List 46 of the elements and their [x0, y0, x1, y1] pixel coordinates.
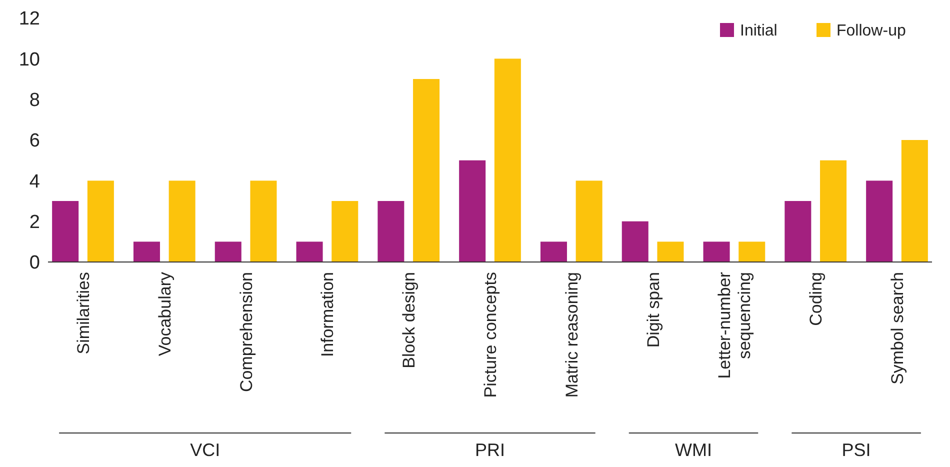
- bar: [168, 180, 196, 262]
- x-tick-label: Symbol search: [888, 272, 907, 384]
- bar: [866, 180, 893, 262]
- text: PRI: [474, 440, 506, 460]
- bar: [657, 242, 684, 262]
- y-tick-label: 4: [29, 171, 40, 192]
- x-tick-label: Matric reasoning: [562, 272, 582, 398]
- y-tick-label: 2: [29, 212, 40, 233]
- x-tick-label: Vocabulary: [155, 272, 174, 356]
- text: PSI: [842, 440, 871, 460]
- x-tick-label: Picture concepts: [480, 272, 500, 398]
- text: VCI: [190, 440, 220, 460]
- x-tick-label: Similarities: [74, 272, 93, 354]
- text: WMI: [675, 440, 712, 460]
- bar: [494, 58, 521, 262]
- bar: [703, 242, 730, 262]
- bar: [52, 201, 79, 262]
- y-tick-label: 10: [18, 49, 40, 70]
- bar: [540, 242, 567, 262]
- bar: [576, 180, 602, 262]
- bar: [250, 180, 277, 262]
- legend-label: Initial: [740, 22, 778, 40]
- x-tick-label: Information: [318, 272, 338, 358]
- bar: [133, 242, 160, 262]
- x-tick-label: Letter-number sequencing: [715, 272, 754, 379]
- x-tick-label: Digit span: [644, 272, 663, 348]
- bar: [901, 140, 928, 262]
- y-tick-label: 6: [29, 130, 40, 152]
- bar: [378, 201, 404, 262]
- y-tick-label: 0: [29, 252, 40, 274]
- x-tick-label: Comprehension: [236, 272, 256, 392]
- x-tick-label: Block design: [400, 272, 419, 368]
- bar: [459, 160, 486, 262]
- bar: [332, 201, 358, 262]
- bar: [413, 79, 440, 262]
- bar: [214, 242, 242, 262]
- y-tick-label: 12: [18, 8, 40, 30]
- x-tick-label: Coding: [806, 272, 826, 326]
- y-tick-label: 8: [29, 90, 40, 111]
- legend-label: Follow-up: [836, 22, 906, 40]
- bar: [296, 242, 323, 262]
- bar: [622, 221, 648, 262]
- bar: [87, 180, 114, 262]
- bar: [738, 242, 766, 262]
- bar: [784, 201, 812, 262]
- bar: [820, 160, 847, 262]
